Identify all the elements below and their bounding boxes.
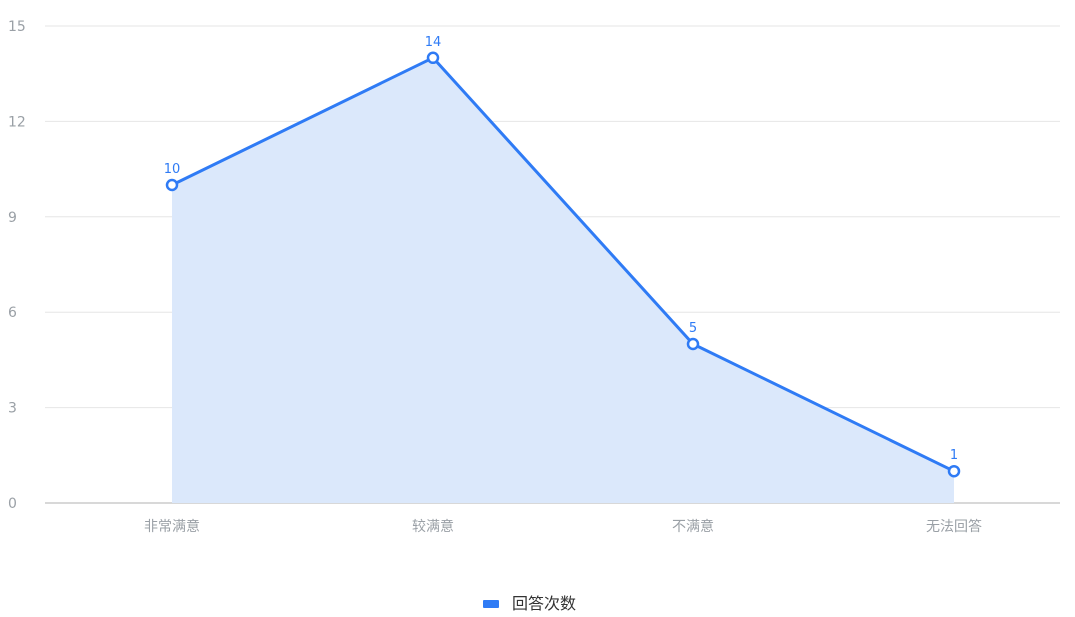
y-tick-label-15: 15 (8, 19, 26, 35)
x-tick-label-1: 非常满意 (144, 518, 200, 535)
label-layer: 10 14 5 1 (164, 35, 958, 463)
x-tick-label-3: 不满意 (672, 518, 714, 535)
x-tick-label-4: 无法回答 (926, 518, 982, 535)
data-point-1[interactable] (165, 178, 179, 192)
data-label-3: 5 (689, 321, 697, 336)
legend-swatch[interactable] (483, 600, 499, 608)
area-layer (172, 57, 954, 504)
y-tick-label-12: 12 (8, 114, 26, 130)
y-tick-label-9: 9 (8, 210, 17, 226)
data-label-2: 14 (425, 35, 442, 50)
line-layer (170, 56, 956, 473)
series-line (170, 56, 956, 473)
data-label-1: 10 (164, 162, 181, 177)
data-point-3[interactable] (686, 337, 700, 351)
x-tick-label-2: 较满意 (412, 518, 454, 535)
y-tick-label-3: 3 (8, 401, 17, 417)
legend-label[interactable]: 回答次数 (512, 594, 576, 613)
y-tick-label-6: 6 (8, 305, 17, 321)
data-point-2[interactable] (426, 51, 440, 65)
y-tick-label-0: 0 (8, 496, 17, 512)
point-layer (165, 51, 961, 478)
data-label-4: 1 (950, 448, 958, 463)
series-area (172, 57, 954, 504)
legend[interactable]: 回答次数 (483, 594, 576, 613)
data-point-4[interactable] (947, 464, 961, 478)
